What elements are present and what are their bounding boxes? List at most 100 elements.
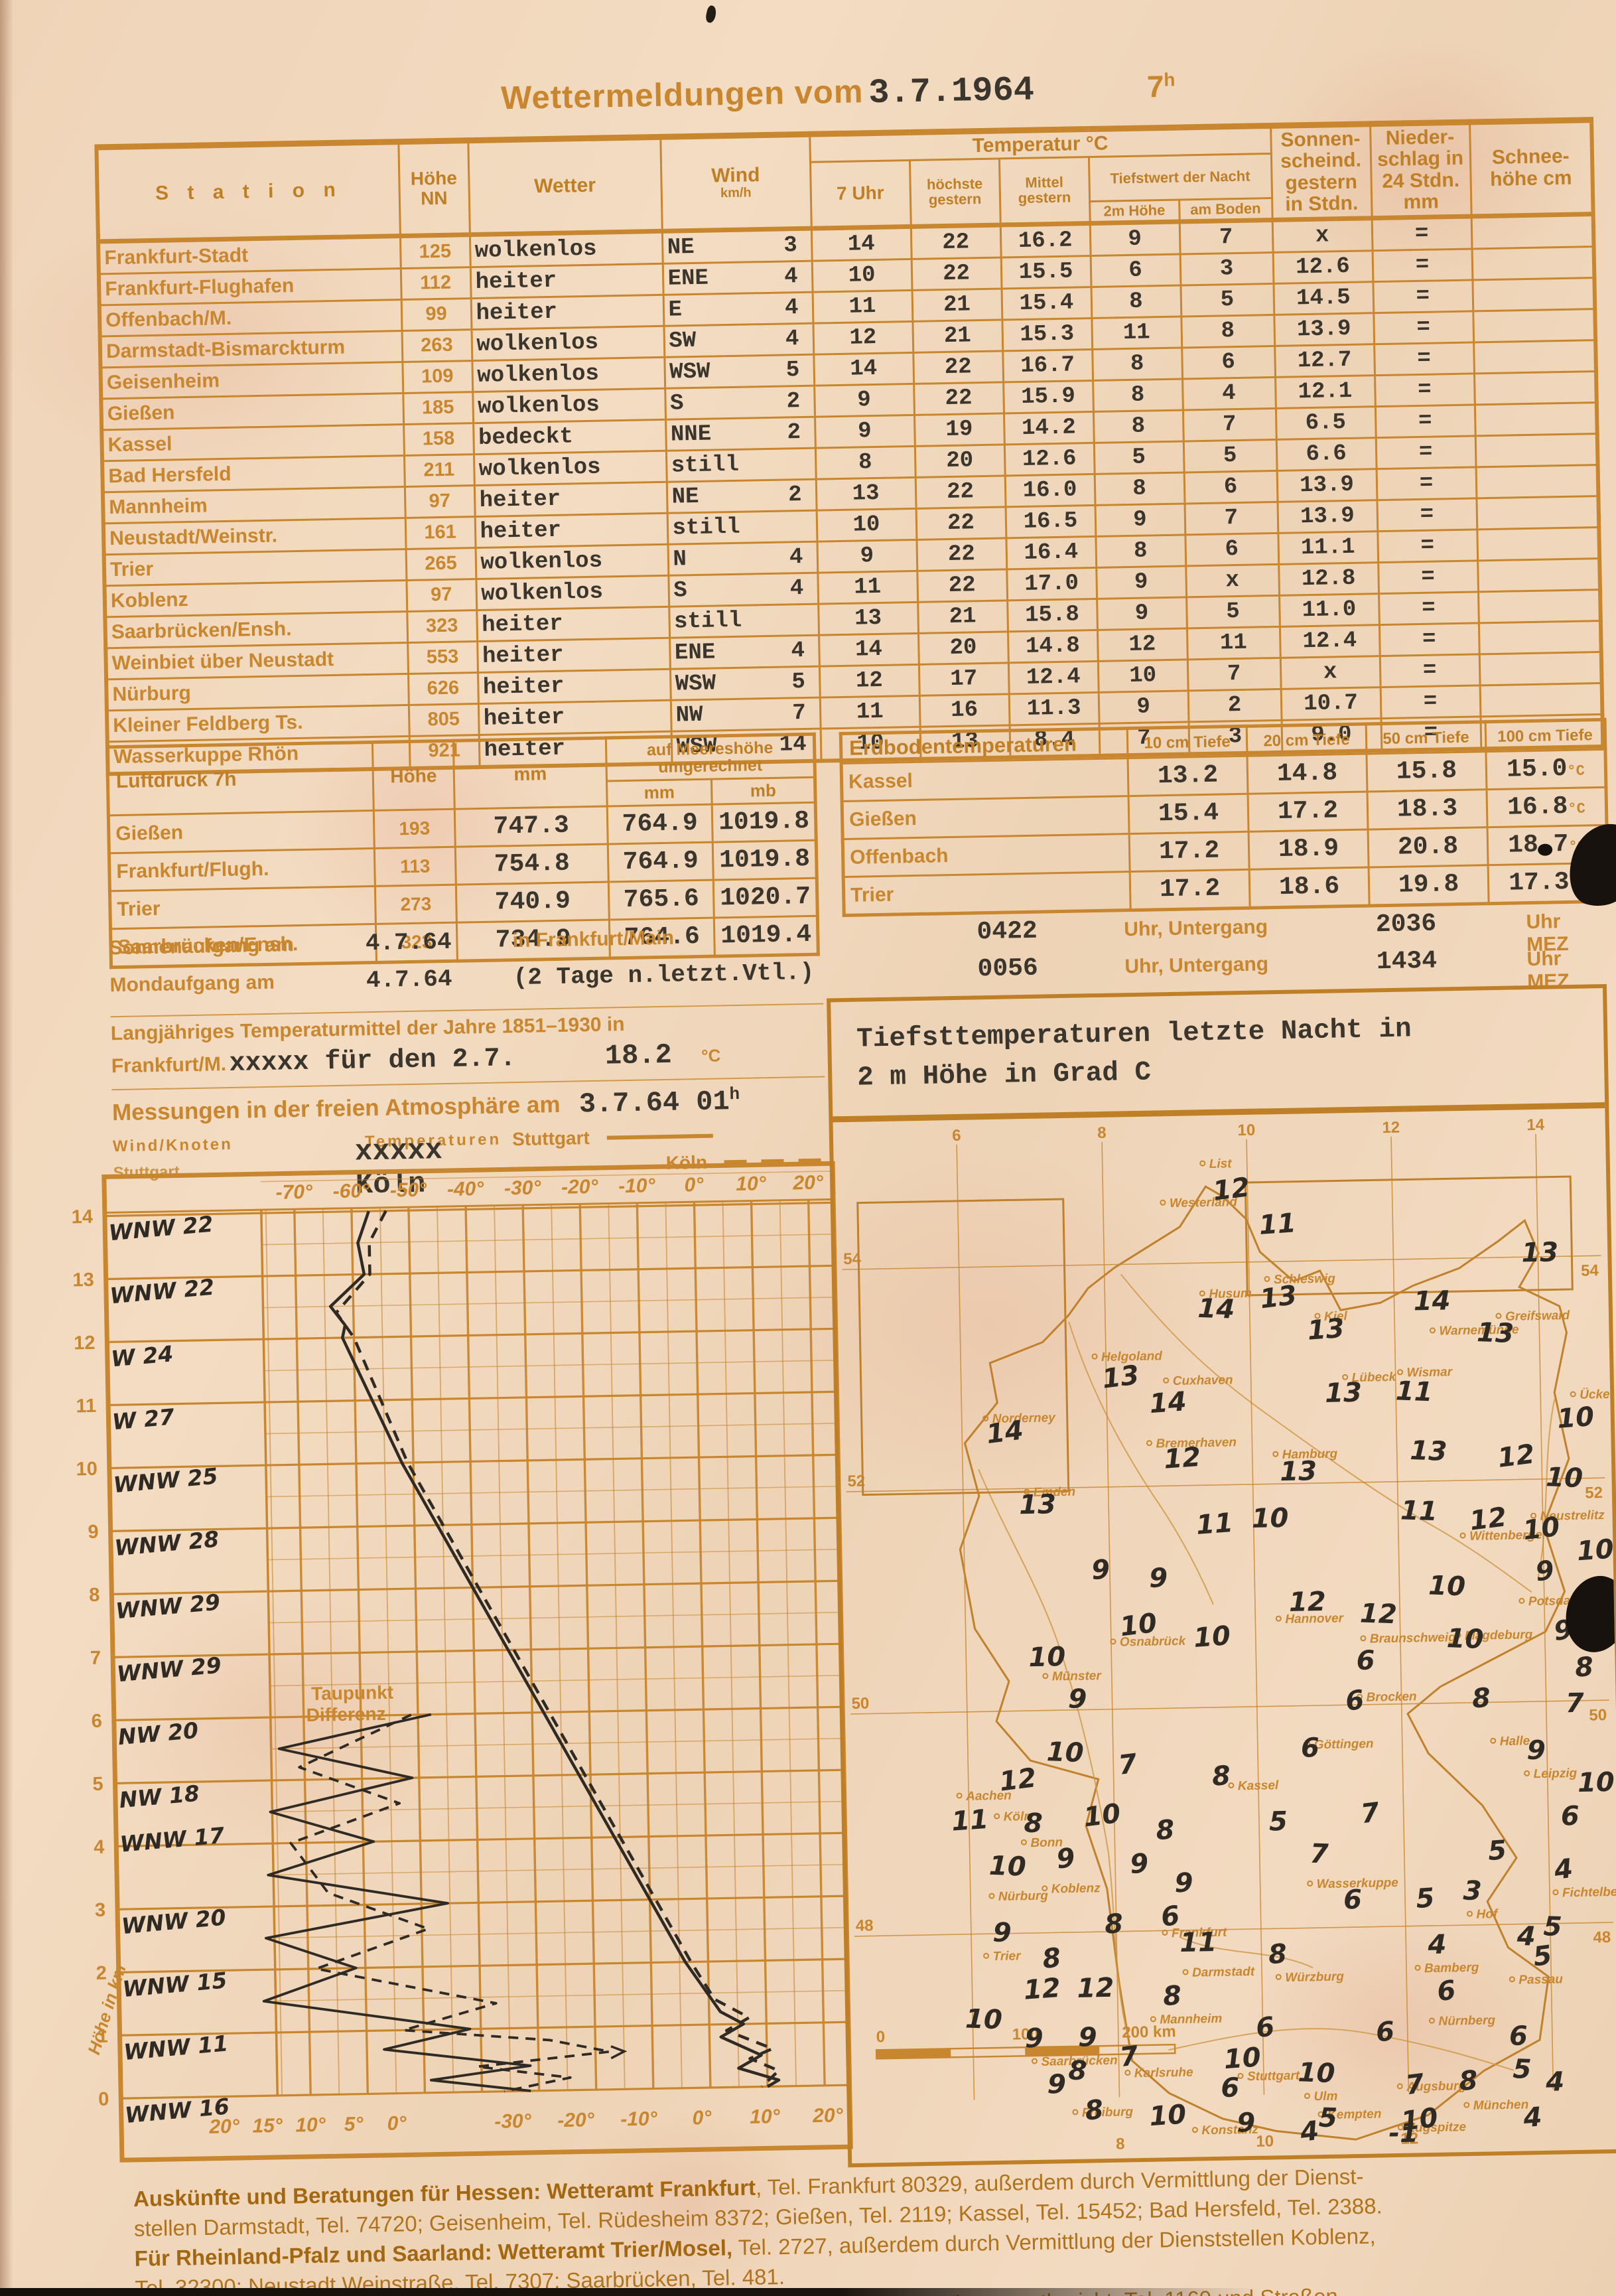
- weather-value: bedeckt: [473, 419, 666, 455]
- sunrise-time: 0422: [976, 916, 1038, 947]
- city-marker: [1191, 2127, 1198, 2133]
- map-temp-value: 13: [1280, 1456, 1317, 1487]
- city-label: Husum: [1209, 1287, 1252, 1301]
- snow-depth: [1477, 558, 1600, 592]
- soil-station: Trier: [843, 871, 1131, 916]
- sunshine-hours: 12.4: [1279, 624, 1380, 658]
- temp-min-2m: 9: [1095, 503, 1185, 537]
- soil-temp: 17.2: [1248, 791, 1369, 831]
- sounding-heading: Messungen in der freien Atmosphäre am 3.…: [112, 1083, 826, 1129]
- temp-mean: 15.5: [1000, 255, 1091, 289]
- city-marker: [1307, 1880, 1313, 1887]
- grid-h-minor: [267, 1548, 841, 1561]
- weather-value: wolkenlos: [471, 325, 665, 361]
- map-temp-value: 6: [1509, 2021, 1528, 2052]
- temp-min-ground: 7: [1182, 407, 1276, 441]
- wind-value: still: [669, 603, 819, 638]
- map-temp-value: 9: [1149, 1563, 1168, 1594]
- temp-7uhr: 11: [812, 290, 913, 323]
- map-temp-value: 14: [984, 1415, 1025, 1450]
- map-temp-value: 8: [1458, 2065, 1479, 2097]
- precipitation: =: [1375, 404, 1475, 438]
- col-schneehoehe: Schnee- höhe cm: [1469, 119, 1593, 216]
- taupunkt-label2: Differenz: [306, 1703, 385, 1725]
- grid-h-minor: [271, 1737, 844, 1750]
- moonrise-date: 4.7.64: [366, 965, 452, 995]
- map-temp-value: 13: [1410, 1435, 1448, 1467]
- city-label: Hamburg: [1282, 1447, 1338, 1462]
- title-hour: 7h: [1146, 68, 1176, 104]
- temp-mean: 16.7: [1002, 349, 1093, 382]
- taupunkt-label: Taupunkt: [311, 1682, 393, 1704]
- temp-max: 21: [912, 319, 1003, 352]
- map-temp-value: 8: [1471, 1683, 1491, 1715]
- station-name: Darmstadt-Bismarckturm: [100, 330, 403, 368]
- grid-v: [293, 1209, 312, 2096]
- longterm-typed: xxxxx für den 2.7.: [229, 1044, 516, 1080]
- city-marker: [1342, 1374, 1349, 1380]
- map-temp-value: 13: [1325, 1378, 1363, 1409]
- city-marker: [1031, 2058, 1038, 2064]
- station-name: Frankfurt-Stadt: [98, 236, 401, 274]
- pressure-col-mm: mm: [453, 738, 608, 810]
- precipitation: =: [1371, 216, 1472, 251]
- temp-min-2m: 5: [1093, 441, 1184, 474]
- col-mittel: Mittel gestern: [998, 157, 1090, 225]
- temp-7uhr: 8: [815, 445, 915, 479]
- temp-7uhr: 11: [819, 695, 920, 729]
- sunshine-hours: 12.8: [1278, 562, 1379, 595]
- weather-value: wolkenlos: [476, 575, 669, 610]
- grid-h: [108, 1390, 838, 1407]
- city-marker: [1455, 1632, 1461, 1638]
- temp-min-ground: 2: [1187, 688, 1282, 722]
- map-temp-value: 12: [1359, 1598, 1397, 1630]
- map-temp-value: 9: [1174, 1868, 1193, 1899]
- map-temp-value: 10: [1298, 2057, 1335, 2089]
- temp-mean: 15.8: [1007, 598, 1097, 632]
- map-temp-value: 12: [1077, 1973, 1114, 2004]
- temp-min-2m: 8: [1094, 472, 1185, 506]
- solid-line-swatch: [606, 1133, 713, 1140]
- city-label: Neustrelitz: [1540, 1508, 1605, 1524]
- city-marker: [1091, 1353, 1098, 1360]
- map-temp-value: 8: [1267, 1938, 1288, 1970]
- snow-depth: [1473, 340, 1596, 374]
- city-marker: [1459, 1532, 1466, 1539]
- temp-mean: 11.3: [1008, 691, 1099, 725]
- grid-v: [494, 1205, 511, 2092]
- city-label: Kiel: [1324, 1309, 1348, 1324]
- scale-100: 100: [1012, 2025, 1039, 2044]
- wind-entry: NW 18: [118, 1780, 200, 1814]
- bottom-left-axis-label: 10°: [295, 2114, 326, 2137]
- city-marker: [1237, 2072, 1244, 2079]
- sunrise-label: Sonnenaufgang am: [109, 934, 295, 960]
- city-marker: [1397, 2124, 1404, 2131]
- map-temp-value: 5: [1318, 2102, 1337, 2133]
- precipitation: =: [1377, 498, 1477, 532]
- precipitation: =: [1379, 654, 1480, 687]
- bottom-axis-label: -20°: [557, 2109, 595, 2131]
- city-label: Warnemünde: [1439, 1323, 1519, 1338]
- temp-max: 22: [917, 569, 1008, 602]
- city-marker: [1304, 1741, 1311, 1747]
- weather-value: heiter: [478, 699, 671, 735]
- map-temp-value: 8: [1211, 1760, 1231, 1792]
- sunshine-hours: 13.9: [1276, 468, 1377, 502]
- y-axis-label: 7: [90, 1648, 101, 1669]
- pressure-elevation: 273: [375, 884, 457, 924]
- snow-depth: [1473, 309, 1596, 342]
- temp-7uhr: 9: [814, 383, 914, 417]
- weather-value: wolkenlos: [475, 543, 669, 579]
- temp-max: 16: [919, 693, 1010, 727]
- grid-v: [407, 1207, 427, 2093]
- grid-h: [110, 1516, 841, 1533]
- map-temp-value: 5: [1269, 1806, 1288, 1837]
- grid-v: [608, 1203, 626, 2090]
- sunshine-hours: 10.7: [1280, 687, 1381, 720]
- map-temp-value: 9: [1067, 1684, 1087, 1715]
